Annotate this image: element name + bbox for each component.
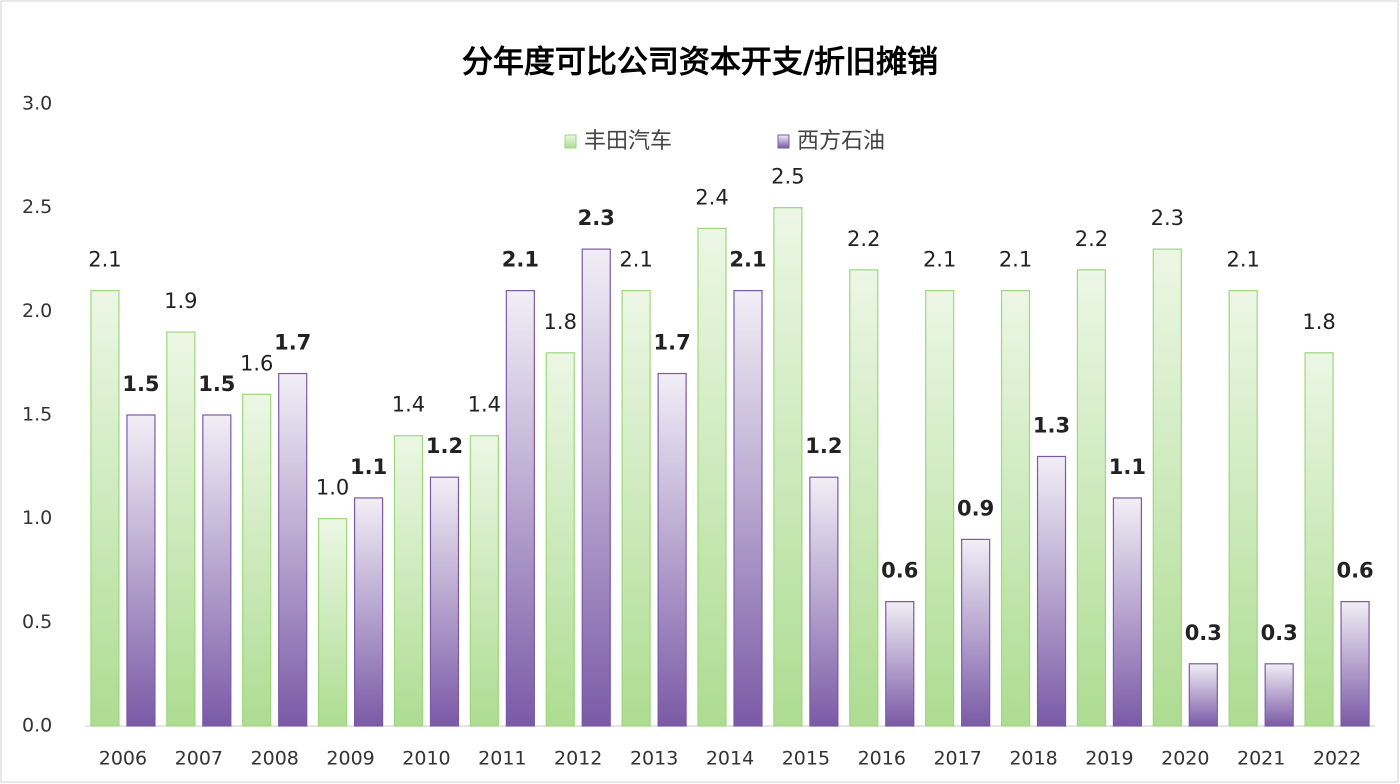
value-label: 1.3 <box>1033 413 1070 437</box>
bar <box>393 435 424 727</box>
value-label: 2.3 <box>1151 206 1184 230</box>
bar <box>697 227 727 727</box>
value-label: 2.1 <box>1226 248 1259 272</box>
value-label: 2.1 <box>88 248 121 272</box>
bar <box>1076 269 1107 727</box>
legend-label: 西方石油 <box>797 129 885 154</box>
bar <box>317 518 348 727</box>
bar <box>657 372 687 727</box>
value-label: 2.1 <box>729 248 766 272</box>
value-label: 1.7 <box>274 331 311 355</box>
x-tick-label: 2014 <box>706 748 754 770</box>
x-tick-label: 2008 <box>251 748 299 770</box>
bar <box>202 414 232 727</box>
bar <box>925 290 955 727</box>
bar <box>505 290 535 727</box>
value-label: 2.4 <box>695 185 728 209</box>
value-label: 0.3 <box>1261 621 1298 645</box>
x-tick-label: 2011 <box>478 748 526 770</box>
value-label: 1.8 <box>544 310 577 334</box>
x-tick-label: 2010 <box>402 748 450 770</box>
value-label: 2.1 <box>999 248 1032 272</box>
bar <box>1112 497 1143 727</box>
bar <box>621 290 651 727</box>
value-label: 2.1 <box>923 248 956 272</box>
bar <box>353 497 384 727</box>
x-tick-label: 2021 <box>1237 748 1285 770</box>
legend-swatch <box>564 134 577 149</box>
bar <box>469 435 499 727</box>
bar <box>581 248 611 727</box>
x-tick-label: 2006 <box>99 748 147 770</box>
bar <box>733 290 763 727</box>
bar <box>90 290 120 727</box>
bar <box>166 331 196 727</box>
value-label: 1.9 <box>164 289 197 313</box>
value-label: 2.5 <box>771 165 804 189</box>
x-tick-label: 2012 <box>554 748 602 770</box>
value-label: 2.1 <box>502 248 539 272</box>
x-tick-label: 2017 <box>933 748 981 770</box>
bar <box>1228 290 1258 727</box>
y-tick-label: 0.0 <box>22 715 52 737</box>
value-label: 1.4 <box>392 393 425 417</box>
x-tick-label: 2016 <box>858 748 906 770</box>
value-label: 1.7 <box>654 331 691 355</box>
y-tick-label: 2.0 <box>22 300 52 322</box>
bar <box>885 600 915 727</box>
y-tick-label: 0.5 <box>22 611 52 633</box>
x-tick-label: 2020 <box>1161 748 1209 770</box>
value-label: 1.5 <box>122 372 159 396</box>
x-tick-label: 2009 <box>326 748 374 770</box>
value-label: 2.1 <box>619 248 652 272</box>
value-label: 1.8 <box>1302 310 1335 334</box>
bar <box>429 476 460 727</box>
x-tick-label: 2019 <box>1085 748 1133 770</box>
y-tick-label: 1.5 <box>22 404 52 426</box>
value-label: 1.1 <box>350 455 387 479</box>
value-label: 0.3 <box>1185 621 1222 645</box>
bar <box>961 538 991 727</box>
bar <box>242 393 272 727</box>
x-tick-label: 2018 <box>1009 748 1057 770</box>
value-label: 1.2 <box>805 434 842 458</box>
x-tick-label: 2015 <box>782 748 830 770</box>
bar <box>1152 248 1182 727</box>
y-tick-label: 2.5 <box>22 196 52 218</box>
bar <box>1000 290 1031 727</box>
bar <box>849 269 879 727</box>
value-label: 1.4 <box>468 393 501 417</box>
bar <box>809 476 839 727</box>
chart-title: 分年度可比公司资本开支/折旧摊销 <box>462 45 938 81</box>
bar <box>1304 352 1334 727</box>
value-label: 0.6 <box>881 559 918 583</box>
x-tick-label: 2022 <box>1313 748 1361 770</box>
bar <box>1340 600 1370 727</box>
value-label: 1.5 <box>198 372 235 396</box>
value-label: 0.6 <box>1336 559 1373 583</box>
value-label: 2.2 <box>1075 227 1108 251</box>
bar <box>1188 663 1218 727</box>
value-label: 0.9 <box>957 496 994 520</box>
y-tick-label: 3.0 <box>22 93 52 115</box>
bar <box>545 352 575 727</box>
value-label: 1.6 <box>240 351 273 375</box>
legend-swatch <box>777 134 790 149</box>
x-tick-label: 2007 <box>175 748 223 770</box>
bar <box>773 207 803 727</box>
value-label: 1.0 <box>316 476 349 500</box>
value-label: 1.1 <box>1109 455 1146 479</box>
bar <box>278 372 308 727</box>
bar <box>126 414 156 727</box>
x-tick-label: 2013 <box>630 748 678 770</box>
value-label: 2.3 <box>578 206 615 230</box>
value-label: 2.2 <box>847 227 880 251</box>
y-tick-label: 1.0 <box>22 507 52 529</box>
bar <box>1036 455 1067 727</box>
value-label: 1.2 <box>426 434 463 458</box>
legend-label: 丰田汽车 <box>584 129 672 154</box>
bar <box>1264 663 1294 727</box>
